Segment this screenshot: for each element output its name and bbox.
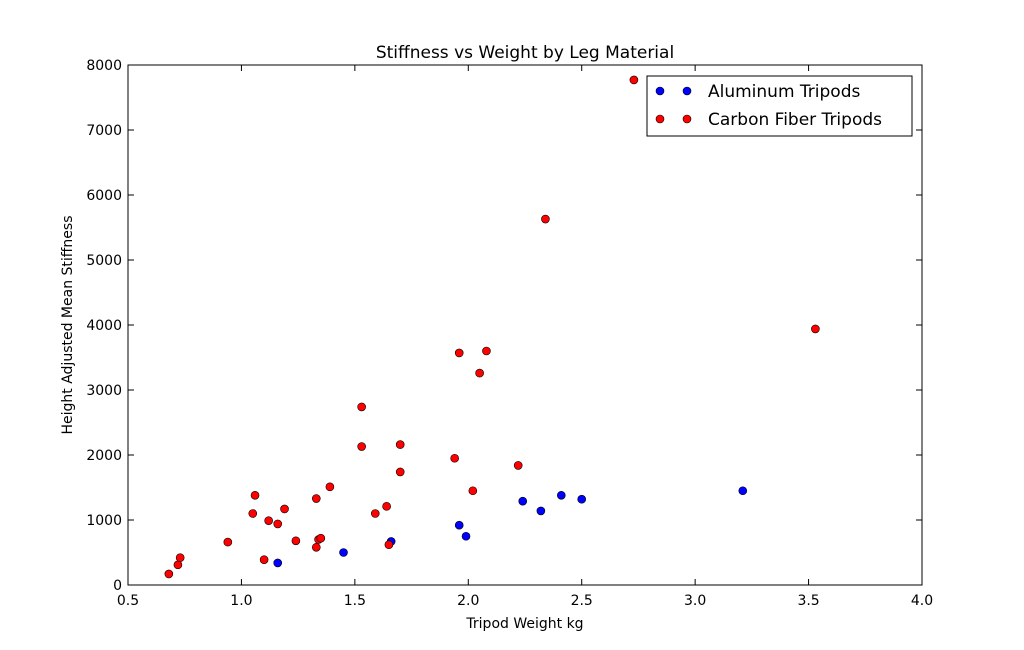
carbon-fiber-tripods-point bbox=[311, 494, 321, 503]
x-tick-label: 0.5 bbox=[117, 593, 139, 609]
legend-label-aluminum-tripods: Aluminum Tripods bbox=[708, 82, 861, 102]
chart-title: Stiffness vs Weight by Leg Material bbox=[376, 43, 674, 63]
legend-marker-carbon-fiber-tripods bbox=[655, 114, 665, 124]
y-tick-label: 4000 bbox=[86, 318, 122, 334]
carbon-fiber-tripods-point bbox=[395, 467, 405, 477]
carbon-fiber-tripods-point bbox=[541, 214, 550, 224]
x-tick-label: 3.0 bbox=[684, 593, 706, 609]
y-tick-label: 6000 bbox=[86, 188, 122, 204]
aluminum-tripods-point bbox=[577, 494, 587, 504]
y-axis-label: Height Adjusted Mean Stiffness bbox=[60, 215, 76, 434]
carbon-fiber-tripods-point bbox=[450, 453, 459, 463]
legend-marker-aluminum-tripods bbox=[655, 86, 665, 96]
carbon-fiber-tripods-point bbox=[223, 537, 233, 547]
legend: Aluminum Tripods Carbon Fiber Tripods bbox=[646, 75, 913, 137]
carbon-fiber-tripods-point bbox=[325, 482, 335, 492]
aluminum-tripods-point bbox=[518, 496, 528, 506]
carbon-fiber-tripods-point bbox=[384, 540, 394, 550]
aluminum-tripods-point bbox=[339, 548, 348, 557]
carbon-fiber-tripods-point bbox=[316, 533, 326, 543]
aluminum-tripods-point bbox=[536, 506, 546, 516]
carbon-fiber-tripods-point bbox=[513, 461, 523, 470]
x-axis-label: Tripod Weight kg bbox=[465, 616, 583, 632]
carbon-fiber-tripods-point bbox=[264, 516, 273, 525]
carbon-fiber-tripods-point bbox=[811, 324, 820, 334]
y-tick-label: 7000 bbox=[86, 123, 122, 139]
plot-frame bbox=[127, 64, 923, 586]
carbon-fiber-tripods-point bbox=[357, 402, 366, 412]
aluminum-tripods-point bbox=[738, 486, 748, 496]
legend-label-carbon-fiber-tripods: Carbon Fiber Tripods bbox=[708, 110, 882, 130]
plot-border bbox=[127, 64, 923, 586]
points-layer bbox=[164, 75, 820, 579]
legend-marker-carbon-fiber-tripods bbox=[682, 114, 692, 124]
axes-layer: 0.5 1.0 1.5 2.0 2.5 3.0 3.5 4.0 0 1000 2000 3000 400… bbox=[86, 58, 933, 609]
legend-box bbox=[646, 75, 913, 137]
carbon-fiber-tripods-point bbox=[475, 368, 484, 378]
carbon-fiber-tripods-point bbox=[259, 555, 269, 564]
carbon-fiber-tripods-point bbox=[311, 542, 321, 552]
y-tick-label: 8000 bbox=[86, 58, 122, 74]
x-tick-label: 1.5 bbox=[344, 593, 366, 609]
carbon-fiber-tripods-point bbox=[291, 536, 301, 546]
carbon-fiber-tripods-point bbox=[273, 519, 283, 529]
y-tick-label: 0 bbox=[113, 578, 122, 594]
x-tick-label: 1.0 bbox=[230, 593, 252, 609]
carbon-fiber-tripods-point bbox=[382, 502, 391, 511]
carbon-fiber-tripods-point bbox=[173, 560, 183, 570]
aluminum-tripods-point bbox=[556, 490, 566, 500]
x-tick-label: 2.5 bbox=[571, 593, 593, 609]
carbon-fiber-tripods-point bbox=[248, 509, 258, 518]
y-tick-label: 2000 bbox=[86, 448, 122, 464]
carbon-fiber-tripods-point bbox=[250, 490, 260, 500]
carbon-fiber-tripods-point bbox=[370, 509, 380, 518]
aluminum-tripods-point bbox=[454, 520, 464, 530]
y-tick-label: 5000 bbox=[86, 253, 122, 269]
carbon-fiber-tripods-point bbox=[175, 553, 185, 563]
carbon-fiber-tripods-point bbox=[280, 504, 289, 514]
y-tick-label: 3000 bbox=[86, 383, 122, 399]
carbon-fiber-tripods-point bbox=[357, 442, 366, 451]
aluminum-tripods-point bbox=[273, 558, 283, 568]
carbon-fiber-tripods-point bbox=[482, 346, 491, 356]
carbon-fiber-tripods-point bbox=[454, 348, 464, 358]
x-tick-label: 4.0 bbox=[911, 593, 933, 609]
y-tick-label: 1000 bbox=[86, 513, 122, 529]
legend-marker-aluminum-tripods bbox=[682, 86, 692, 96]
carbon-fiber-tripods-point bbox=[164, 569, 174, 579]
x-tick-label: 3.5 bbox=[797, 593, 819, 609]
carbon-fiber-tripods-point bbox=[468, 486, 478, 496]
aluminum-tripods-point bbox=[461, 531, 471, 541]
x-tick-label: 2.0 bbox=[457, 593, 479, 609]
carbon-fiber-tripods-point bbox=[395, 440, 405, 449]
carbon-fiber-tripods-point bbox=[629, 75, 639, 85]
